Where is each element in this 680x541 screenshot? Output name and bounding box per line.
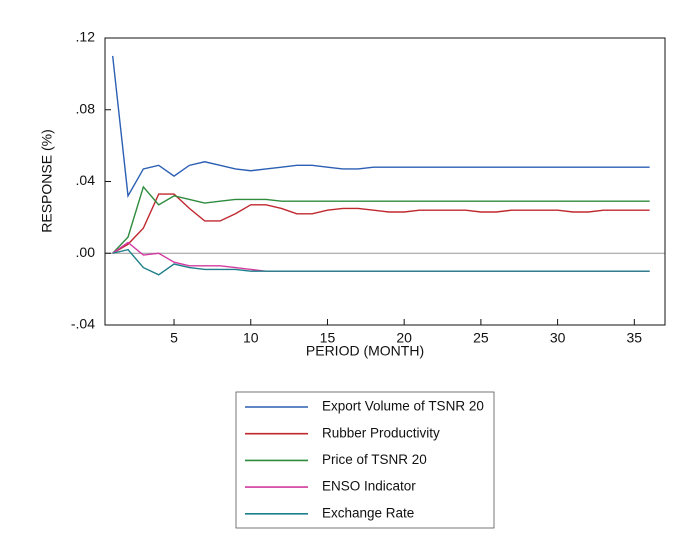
y-tick-label: .08 <box>76 100 96 116</box>
legend-label: Price of TSNR 20 <box>322 452 427 467</box>
series-line <box>112 193 650 254</box>
series-line <box>112 241 650 272</box>
y-tick-label: .04 <box>76 172 96 188</box>
legend-label: ENSO Indicator <box>322 479 416 494</box>
plot-frame <box>104 37 666 326</box>
series-line <box>112 248 650 276</box>
legend: Export Volume of TSNR 20 Rubber Productiv… <box>245 399 484 520</box>
y-axis-label: RESPONSE (%) <box>39 129 55 232</box>
y-tick-label: .00 <box>76 244 96 260</box>
legend-label: Exchange Rate <box>322 505 414 520</box>
series-line <box>112 185 650 254</box>
x-tick-label: 35 <box>627 330 643 346</box>
x-tick-label: 25 <box>473 330 489 346</box>
legend-frame <box>235 391 495 529</box>
x-tick-label: 5 <box>170 330 178 346</box>
x-tick-label: 20 <box>396 330 412 346</box>
y-tick-label: .12 <box>76 29 96 45</box>
x-axis-label: PERIOD (MONTH) <box>306 343 424 359</box>
x-tick-label: 15 <box>320 330 336 346</box>
x-tick-label: 30 <box>550 330 566 346</box>
legend-label: Rubber Productivity <box>322 425 440 440</box>
legend-label: Export Volume of TSNR 20 <box>322 399 484 414</box>
series-line <box>111 55 650 199</box>
y-tick-label: -.04 <box>71 316 95 332</box>
x-tick-label: 10 <box>243 330 259 346</box>
